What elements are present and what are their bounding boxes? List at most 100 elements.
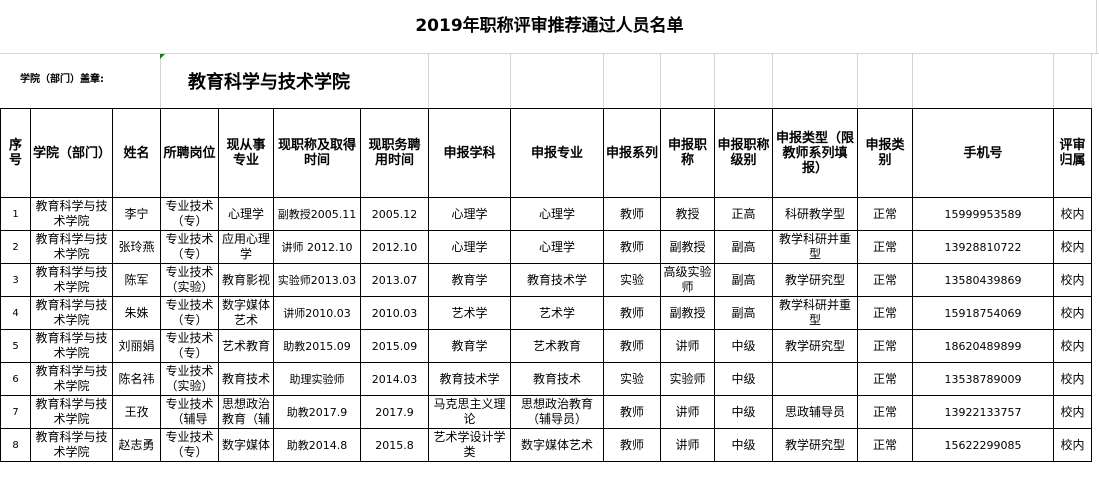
table-cell[interactable]: 教师 xyxy=(603,230,661,264)
table-cell[interactable]: 正常 xyxy=(857,296,913,330)
table-cell[interactable]: 艺术学设计学类 xyxy=(428,428,511,462)
table-cell[interactable]: 专业技术（专） xyxy=(160,197,219,231)
table-cell[interactable]: 思想政治教育（辅 xyxy=(218,395,274,429)
table-cell[interactable]: 艺术学 xyxy=(510,296,604,330)
table-cell[interactable]: 助教2015.09 xyxy=(273,329,361,363)
table-cell[interactable]: 正高 xyxy=(714,197,773,231)
table-cell[interactable]: 2014.03 xyxy=(360,362,429,396)
table-cell[interactable]: 教育学 xyxy=(428,263,511,297)
table-cell[interactable]: 6 xyxy=(0,362,31,396)
table-cell[interactable]: 中级 xyxy=(714,362,773,396)
table-cell[interactable]: 讲师2010.03 xyxy=(273,296,361,330)
table-cell[interactable]: 校内 xyxy=(1053,329,1092,363)
table-cell[interactable]: 数字媒体 xyxy=(218,428,274,462)
table-cell[interactable]: 艺术学 xyxy=(428,296,511,330)
table-cell[interactable]: 中级 xyxy=(714,428,773,462)
table-cell[interactable]: 13580439869 xyxy=(912,263,1054,297)
table-cell[interactable]: 副高 xyxy=(714,296,773,330)
table-cell[interactable]: 高级实验师 xyxy=(660,263,715,297)
table-cell[interactable]: 教育技术 xyxy=(510,362,604,396)
table-cell[interactable]: 实验师2013.03 xyxy=(273,263,361,297)
table-cell[interactable]: 专业技术（专） xyxy=(160,428,219,462)
table-cell[interactable]: 教育学 xyxy=(428,329,511,363)
table-cell[interactable]: 教育科学与技术学院 xyxy=(30,428,113,462)
table-cell[interactable]: 校内 xyxy=(1053,296,1092,330)
table-cell[interactable]: 正常 xyxy=(857,428,913,462)
table-cell[interactable]: 13538789009 xyxy=(912,362,1054,396)
table-cell[interactable]: 校内 xyxy=(1053,395,1092,429)
table-cell[interactable]: 副高 xyxy=(714,230,773,264)
table-cell[interactable]: 助教2017.9 xyxy=(273,395,361,429)
table-cell[interactable]: 教育科学与技术学院 xyxy=(30,296,113,330)
table-cell[interactable]: 3 xyxy=(0,263,31,297)
table-cell[interactable]: 正常 xyxy=(857,395,913,429)
table-cell[interactable]: 专业技术（辅导 xyxy=(160,395,219,429)
table-cell[interactable]: 校内 xyxy=(1053,362,1092,396)
table-cell[interactable]: 2013.07 xyxy=(360,263,429,297)
table-cell[interactable]: 13922133757 xyxy=(912,395,1054,429)
table-cell[interactable]: 2005.12 xyxy=(360,197,429,231)
table-cell[interactable]: 正常 xyxy=(857,230,913,264)
table-cell[interactable]: 科研教学型 xyxy=(772,197,858,231)
table-cell[interactable]: 2 xyxy=(0,230,31,264)
table-cell[interactable] xyxy=(772,362,858,396)
table-cell[interactable]: 教师 xyxy=(603,395,661,429)
table-cell[interactable]: 教学研究型 xyxy=(772,263,858,297)
table-cell[interactable]: 正常 xyxy=(857,263,913,297)
table-cell[interactable]: 讲师 2012.10 xyxy=(273,230,361,264)
table-cell[interactable]: 心理学 xyxy=(428,230,511,264)
table-cell[interactable]: 赵志勇 xyxy=(112,428,161,462)
table-cell[interactable]: 15918754069 xyxy=(912,296,1054,330)
table-cell[interactable]: 教育技术学 xyxy=(428,362,511,396)
table-cell[interactable]: 艺术教育 xyxy=(218,329,274,363)
table-cell[interactable]: 校内 xyxy=(1053,197,1092,231)
table-cell[interactable]: 中级 xyxy=(714,395,773,429)
table-cell[interactable]: 正常 xyxy=(857,329,913,363)
table-cell[interactable]: 教师 xyxy=(603,296,661,330)
table-cell[interactable]: 助理实验师 xyxy=(273,362,361,396)
table-cell[interactable]: 教学科研并重型 xyxy=(772,296,858,330)
table-cell[interactable]: 实验师 xyxy=(660,362,715,396)
table-cell[interactable]: 李宁 xyxy=(112,197,161,231)
table-cell[interactable]: 教育科学与技术学院 xyxy=(30,230,113,264)
table-cell[interactable]: 专业技术（实验） xyxy=(160,362,219,396)
table-cell[interactable]: 7 xyxy=(0,395,31,429)
table-cell[interactable]: 专业技术（专） xyxy=(160,329,219,363)
table-cell[interactable]: 13928810722 xyxy=(912,230,1054,264)
table-cell[interactable]: 教育科学与技术学院 xyxy=(30,329,113,363)
table-cell[interactable]: 2010.03 xyxy=(360,296,429,330)
table-cell[interactable]: 2015.8 xyxy=(360,428,429,462)
table-cell[interactable]: 心理学 xyxy=(428,197,511,231)
table-cell[interactable]: 心理学 xyxy=(510,197,604,231)
table-cell[interactable]: 校内 xyxy=(1053,428,1092,462)
table-cell[interactable]: 副高 xyxy=(714,263,773,297)
table-cell[interactable]: 教授 xyxy=(660,197,715,231)
table-cell[interactable]: 教育技术 xyxy=(218,362,274,396)
table-cell[interactable]: 思政辅导员 xyxy=(772,395,858,429)
table-cell[interactable]: 校内 xyxy=(1053,263,1092,297)
table-cell[interactable]: 艺术教育 xyxy=(510,329,604,363)
table-cell[interactable]: 陈名祎 xyxy=(112,362,161,396)
table-cell[interactable]: 心理学 xyxy=(510,230,604,264)
table-cell[interactable]: 正常 xyxy=(857,197,913,231)
table-cell[interactable]: 刘丽娟 xyxy=(112,329,161,363)
table-cell[interactable]: 专业技术（专） xyxy=(160,296,219,330)
table-cell[interactable]: 朱姝 xyxy=(112,296,161,330)
table-cell[interactable]: 4 xyxy=(0,296,31,330)
table-cell[interactable]: 王孜 xyxy=(112,395,161,429)
table-cell[interactable]: 思想政治教育（辅导员） xyxy=(510,395,604,429)
table-cell[interactable]: 马克思主义理论 xyxy=(428,395,511,429)
table-cell[interactable]: 讲师 xyxy=(660,329,715,363)
table-cell[interactable]: 副教授 xyxy=(660,230,715,264)
table-cell[interactable]: 心理学 xyxy=(218,197,274,231)
table-cell[interactable]: 1 xyxy=(0,197,31,231)
table-cell[interactable]: 教师 xyxy=(603,428,661,462)
table-cell[interactable]: 助教2014.8 xyxy=(273,428,361,462)
table-cell[interactable]: 专业技术（实验） xyxy=(160,263,219,297)
table-cell[interactable]: 陈军 xyxy=(112,263,161,297)
table-cell[interactable]: 讲师 xyxy=(660,428,715,462)
table-cell[interactable]: 教学科研并重型 xyxy=(772,230,858,264)
table-cell[interactable]: 8 xyxy=(0,428,31,462)
table-cell[interactable]: 校内 xyxy=(1053,230,1092,264)
table-cell[interactable]: 讲师 xyxy=(660,395,715,429)
